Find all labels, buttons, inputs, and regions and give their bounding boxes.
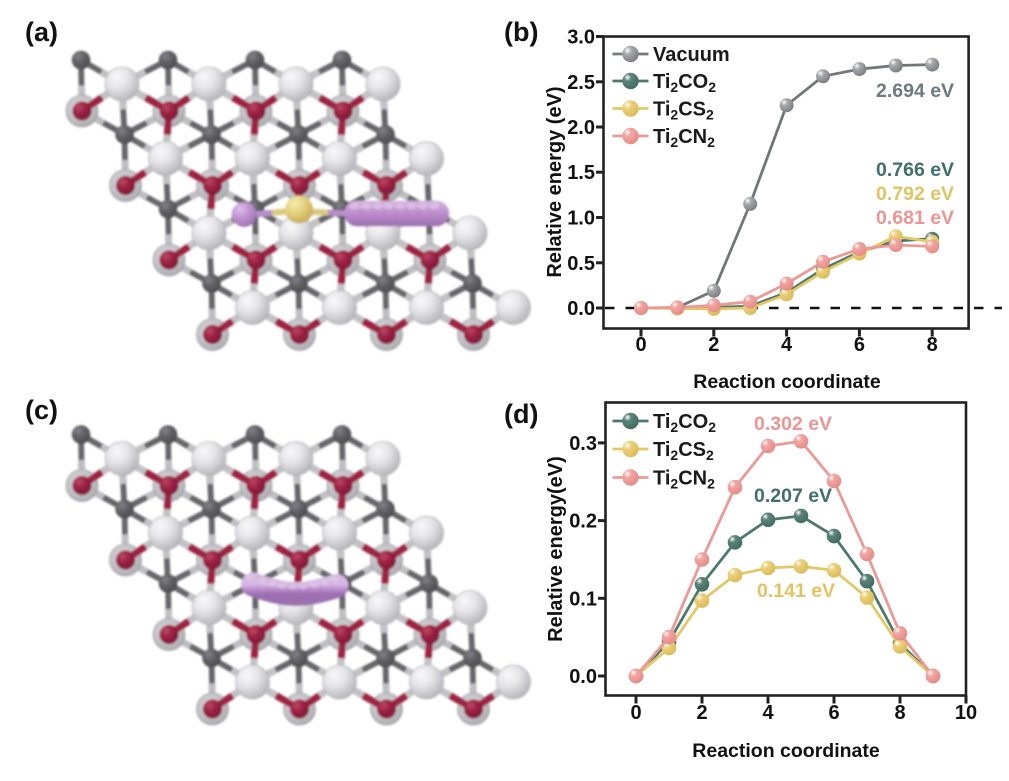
svg-text:8: 8 [894, 702, 905, 724]
svg-text:0.207 eV: 0.207 eV [754, 485, 832, 507]
svg-text:0: 0 [630, 702, 641, 724]
svg-text:0.302 eV: 0.302 eV [754, 413, 832, 435]
svg-text:0.141 eV: 0.141 eV [757, 580, 835, 602]
svg-text:Reaction coordinate: Reaction coordinate [692, 740, 880, 762]
svg-text:(d): (d) [504, 399, 538, 429]
svg-text:1.5: 1.5 [567, 162, 595, 184]
svg-text:0.3: 0.3 [569, 433, 597, 455]
svg-text:0.0: 0.0 [569, 666, 597, 688]
svg-text:Ti2​CN2​: Ti2​CN2​ [653, 126, 715, 150]
svg-text:Ti2​CO2​: Ti2​CO2​ [653, 71, 716, 95]
svg-text:0.1: 0.1 [569, 588, 597, 610]
svg-text:0.766 eV: 0.766 eV [876, 159, 954, 181]
svg-text:(a): (a) [25, 17, 58, 47]
svg-text:3.0: 3.0 [567, 27, 595, 49]
svg-text:2: 2 [708, 334, 719, 356]
svg-text:2.5: 2.5 [567, 72, 595, 94]
svg-text:Relative energy(eV): Relative energy(eV) [545, 456, 567, 642]
svg-text:Reaction coordinate: Reaction coordinate [693, 371, 881, 393]
svg-text:2: 2 [696, 702, 707, 724]
svg-text:0.792 eV: 0.792 eV [876, 183, 954, 205]
svg-text:4: 4 [762, 702, 774, 724]
svg-text:2.694 eV: 2.694 eV [876, 80, 954, 102]
svg-text:4: 4 [781, 334, 793, 356]
svg-text:0.681 eV: 0.681 eV [876, 207, 954, 229]
svg-text:Ti2​CS2​: Ti2​CS2​ [653, 99, 714, 123]
svg-text:Ti2​CN2​: Ti2​CN2​ [653, 468, 715, 492]
svg-text:0.0: 0.0 [567, 298, 595, 320]
svg-text:Ti2​CS2​: Ti2​CS2​ [653, 439, 714, 463]
svg-text:2.0: 2.0 [567, 117, 595, 139]
svg-text:0: 0 [635, 334, 646, 356]
svg-text:8: 8 [927, 334, 938, 356]
svg-text:(b): (b) [504, 17, 538, 47]
svg-text:6: 6 [854, 334, 865, 356]
svg-text:Relative energy (eV): Relative energy (eV) [544, 86, 566, 277]
svg-text:6: 6 [828, 702, 839, 724]
svg-text:(c): (c) [25, 395, 58, 425]
svg-text:0.2: 0.2 [569, 511, 597, 533]
svg-text:Vacuum: Vacuum [653, 44, 730, 66]
svg-text:0.5: 0.5 [567, 253, 595, 275]
svg-text:Ti2​CO2​: Ti2​CO2​ [653, 411, 716, 435]
svg-text:1.0: 1.0 [567, 208, 595, 230]
svg-text:10: 10 [955, 702, 977, 724]
